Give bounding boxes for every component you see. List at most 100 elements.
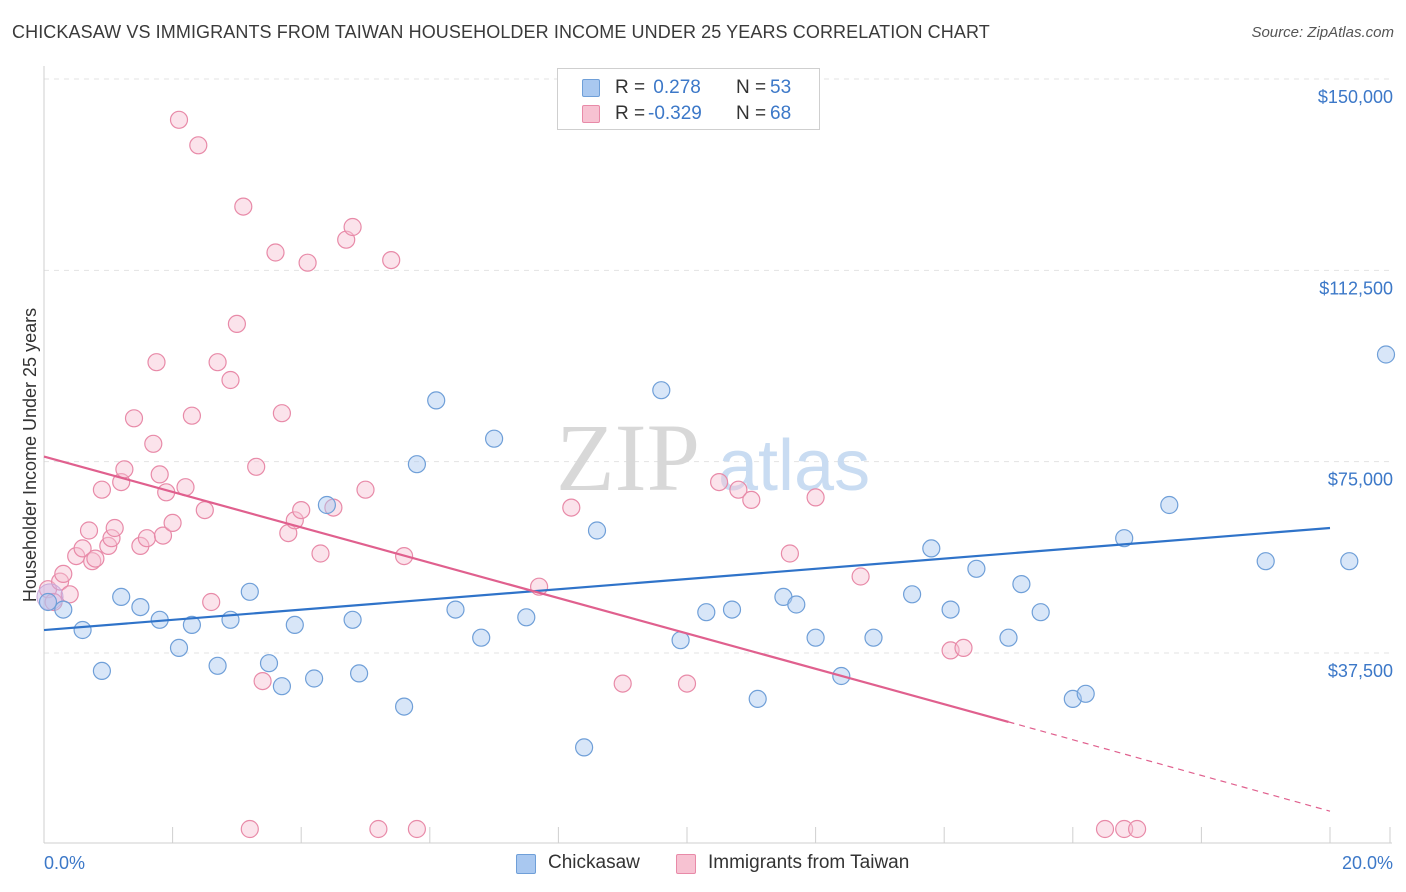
chickasaw-point — [587, 521, 607, 540]
chickasaw-point — [38, 592, 58, 612]
taiwan-point — [356, 480, 375, 499]
taiwan-point — [369, 819, 388, 839]
x-tick-label: 0.0% — [44, 853, 85, 873]
taiwan-point — [272, 404, 291, 423]
taiwan-point — [227, 314, 246, 333]
taiwan-point — [60, 585, 79, 604]
correlation-legend: R = 0.278 N = 53 R = -0.329 N = 68 — [557, 68, 820, 130]
chickasaw-point — [1076, 684, 1095, 703]
chickasaw-point — [395, 697, 414, 716]
taiwan-point — [147, 353, 166, 372]
legend-swatch-chickasaw — [582, 79, 600, 97]
legend-r-label: R = — [615, 77, 646, 98]
chickasaw-point — [131, 597, 150, 617]
taiwan-point — [144, 434, 163, 453]
chickasaw-point — [574, 738, 594, 757]
taiwan-point — [153, 526, 173, 545]
chickasaw-point — [272, 677, 291, 696]
chickasaw-point — [1031, 603, 1050, 622]
y-axis-label: Householder Income Under 25 years — [20, 308, 40, 602]
bottom-legend-label-taiwan: Immigrants from Taiwan — [708, 852, 910, 873]
chickasaw-point — [240, 582, 259, 601]
y-tick-label: $150,000 — [1318, 87, 1393, 107]
taiwan-point — [343, 217, 362, 237]
taiwan-point — [407, 819, 426, 839]
taiwan-point — [780, 544, 800, 563]
chickasaw-point — [787, 595, 806, 614]
legend-r-value: 0.278 — [648, 77, 701, 98]
chickasaw-point — [92, 661, 112, 681]
axes — [43, 66, 1392, 844]
chickasaw-point — [1115, 529, 1134, 548]
taiwan-point — [92, 480, 112, 499]
series-taiwan-points — [36, 110, 1147, 839]
taiwan-point — [1095, 819, 1115, 839]
chickasaw-point — [941, 600, 960, 619]
taiwan-point — [221, 370, 240, 390]
taiwan-point — [562, 498, 581, 517]
grid-lines — [44, 78, 1392, 654]
taiwan-point — [298, 253, 317, 272]
chickasaw-point — [922, 539, 941, 558]
chickasaw-point — [1160, 495, 1179, 515]
taiwan-point — [311, 544, 330, 563]
chickasaw-point — [472, 628, 491, 647]
legend-n-label: N = — [736, 103, 767, 124]
watermark-atlas: atlas — [718, 426, 870, 506]
taiwan-point — [266, 243, 285, 262]
legend-n-value: 68 — [770, 103, 792, 124]
chickasaw-point — [343, 610, 362, 629]
bottom-legend-swatch-chickasaw — [516, 854, 536, 874]
chickasaw-point — [259, 654, 279, 673]
x-tick-label: 20.0% — [1342, 853, 1393, 873]
chickasaw-point — [1376, 345, 1396, 364]
legend-swatch-taiwan — [582, 105, 600, 123]
y-tick-label: $112,500 — [1319, 278, 1393, 298]
taiwan-point — [115, 460, 134, 479]
chickasaw-point — [722, 600, 742, 619]
bottom-legend-swatch-taiwan — [676, 854, 696, 874]
chickasaw-point — [999, 628, 1018, 647]
taiwan-point — [253, 671, 272, 691]
chickasaw-point — [1256, 552, 1275, 571]
chickasaw-point — [305, 669, 324, 688]
chickasaw-point — [182, 615, 201, 635]
source-label: Source: ZipAtlas.com — [1251, 24, 1394, 41]
taiwan-point — [86, 549, 105, 568]
taiwan-point — [292, 501, 311, 520]
taiwan-point — [83, 552, 102, 571]
taiwan-point — [954, 638, 973, 658]
chickasaw-point — [427, 391, 446, 410]
taiwan-point — [195, 501, 214, 520]
chickasaw-point — [517, 608, 536, 627]
chickasaw-point — [350, 664, 369, 683]
taiwan-point — [137, 529, 156, 548]
chickasaw-point — [54, 600, 73, 619]
chart-title: CHICKASAW VS IMMIGRANTS FROM TAIWAN HOUS… — [12, 22, 990, 42]
chickasaw-point — [317, 495, 336, 515]
taiwan-point — [163, 513, 182, 533]
legend-r-value: -0.329 — [648, 103, 702, 124]
chickasaw-point — [73, 620, 92, 640]
chickasaw-point — [1340, 552, 1359, 571]
taiwan-point — [124, 409, 144, 428]
legend-n-value: 53 — [770, 77, 792, 98]
legend-n-label: N = — [736, 77, 767, 98]
taiwan-point — [851, 567, 870, 586]
chickasaw-point — [652, 381, 671, 400]
taiwan-point — [73, 539, 92, 558]
taiwan-point — [150, 465, 169, 484]
taiwan-point — [709, 473, 729, 492]
y-tick-labels: $37,500 $75,000 $112,500 $150,000 — [1318, 87, 1393, 681]
taiwan-point — [182, 406, 201, 425]
chickasaw-trend-line — [43, 526, 1331, 632]
chickasaw-point — [864, 628, 883, 647]
chickasaw-point — [285, 615, 304, 635]
chickasaw-point — [208, 656, 227, 675]
taiwan-point — [1127, 819, 1147, 839]
taiwan-point — [613, 674, 632, 693]
taiwan-point — [169, 110, 189, 129]
taiwan-point — [208, 353, 227, 372]
y-tick-label: $37,500 — [1328, 661, 1393, 681]
